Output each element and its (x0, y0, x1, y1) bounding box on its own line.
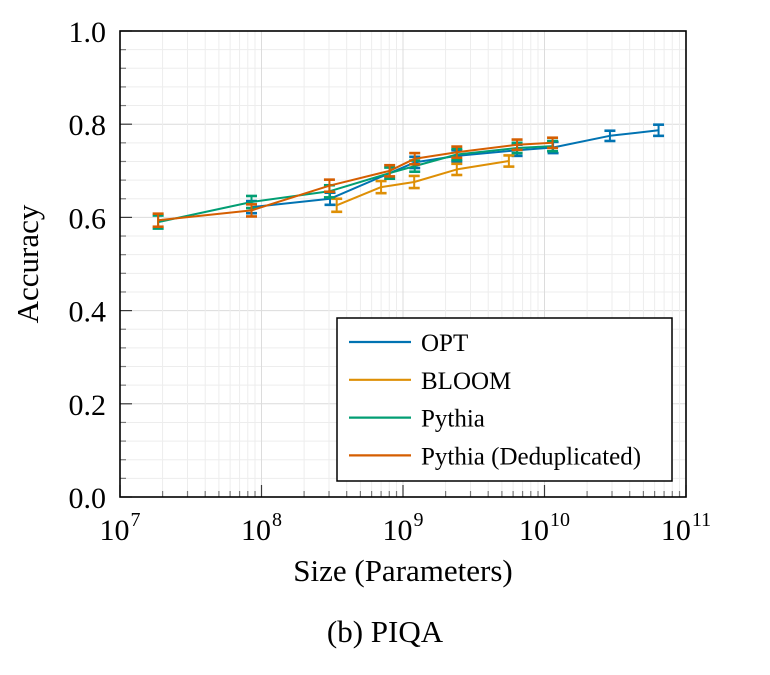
legend-label-pythia: Pythia (421, 406, 485, 433)
x-axis-label: Size (Parameters) (293, 553, 512, 588)
x-tick-label: 107 (100, 509, 141, 547)
y-tick-label: 1.0 (69, 16, 107, 49)
y-axis-label: Accuracy (10, 204, 45, 323)
y-tick-label: 0.0 (69, 482, 107, 515)
legend-label-bloom: BLOOM (421, 368, 511, 395)
y-tick-label: 0.6 (69, 202, 107, 235)
y-tick-label: 0.4 (69, 296, 107, 329)
series-line-pythia-deduplicated (157, 141, 553, 222)
series-line-pythia (157, 145, 553, 224)
x-tick-label: 1010 (519, 509, 570, 547)
legend-label-opt: OPT (421, 330, 468, 357)
x-tick-label: 1011 (661, 509, 711, 547)
x-tick-label: 108 (241, 509, 282, 547)
accuracy-vs-size-chart: Accuracy Size (Parameters) 0.0 0.2 0.4 0.6 0… (10, 16, 711, 588)
legend-label-pythia-deduplicated: Pythia (Deduplicated) (421, 443, 641, 470)
y-tick-label: 0.8 (69, 109, 107, 142)
plot-frame (119, 30, 687, 498)
legend-box (336, 317, 673, 482)
y-tick-label: 0.2 (69, 389, 107, 422)
figure-caption: (b) PIQA (326, 614, 444, 649)
series-line-opt (251, 129, 659, 209)
x-tick-label: 109 (383, 509, 424, 547)
